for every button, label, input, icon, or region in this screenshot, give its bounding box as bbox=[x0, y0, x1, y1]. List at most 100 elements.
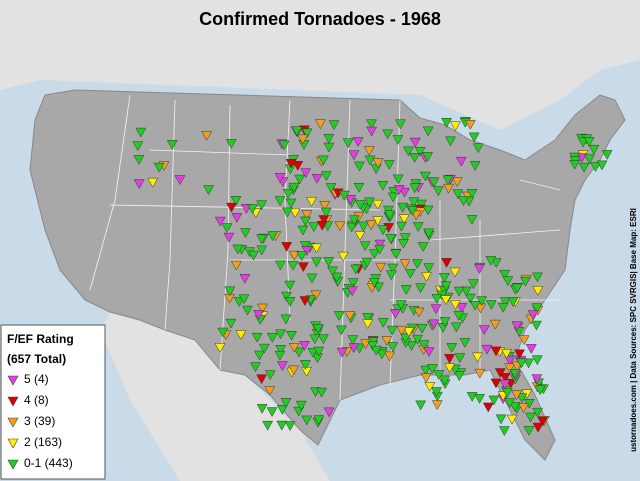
tornado-marker bbox=[537, 416, 549, 427]
tornado-marker bbox=[347, 335, 359, 346]
tornado-marker bbox=[354, 231, 366, 241]
tornado-marker bbox=[490, 346, 502, 357]
tornado-marker bbox=[328, 120, 340, 131]
tornado-marker bbox=[509, 402, 521, 412]
tornado-marker bbox=[323, 257, 335, 267]
tornado-marker bbox=[299, 296, 311, 307]
tornado-marker bbox=[495, 414, 507, 425]
tornado-marker bbox=[387, 342, 399, 352]
tornado-marker bbox=[494, 368, 506, 379]
tornado-marker bbox=[258, 343, 270, 354]
tornado-marker bbox=[266, 332, 278, 343]
tornado-marker bbox=[214, 343, 226, 353]
tornado-marker bbox=[584, 154, 595, 165]
tornado-marker bbox=[314, 119, 326, 130]
tornado-marker bbox=[596, 160, 608, 171]
tornado-marker bbox=[532, 286, 544, 296]
tornado-marker bbox=[399, 259, 411, 270]
tornado-marker bbox=[277, 361, 288, 372]
tornado-marker bbox=[365, 220, 377, 231]
tornado-marker bbox=[399, 233, 411, 244]
tornado-marker bbox=[514, 349, 525, 360]
tornado-marker bbox=[482, 402, 494, 413]
tornado-marker bbox=[250, 362, 261, 373]
tornado-marker bbox=[316, 387, 328, 398]
tornado-marker bbox=[501, 387, 513, 398]
tornado-marker bbox=[201, 130, 213, 141]
tornado-marker bbox=[248, 250, 259, 261]
tornado-marker bbox=[300, 216, 311, 227]
tornado-marker bbox=[397, 202, 409, 213]
tornado-marker bbox=[367, 341, 379, 351]
tornado-marker bbox=[440, 281, 452, 292]
tornado-marker bbox=[300, 168, 312, 179]
tornado-marker bbox=[337, 251, 349, 262]
tornado-marker bbox=[426, 364, 438, 374]
tornado-marker bbox=[366, 126, 378, 137]
tornado-marker bbox=[344, 311, 356, 321]
tornado-marker bbox=[488, 395, 500, 406]
tornado-marker bbox=[466, 189, 478, 199]
tornado-marker bbox=[370, 345, 382, 356]
tornado-marker bbox=[374, 239, 386, 250]
tornado-marker bbox=[325, 183, 337, 194]
tornado-marker bbox=[267, 231, 279, 242]
tornado-marker bbox=[506, 414, 518, 425]
tornado-marker bbox=[133, 155, 145, 165]
tornado-marker bbox=[498, 426, 510, 437]
tornado-marker bbox=[352, 137, 364, 148]
tornado-marker bbox=[452, 189, 464, 200]
tornado-marker bbox=[281, 242, 293, 252]
legend-items: 5 (4) 4 (8) 3 (39) 2 (163) 0-1 (443) bbox=[7, 372, 73, 470]
tornado-marker bbox=[532, 272, 543, 283]
tornado-marker bbox=[527, 310, 539, 321]
tornado-marker bbox=[308, 222, 320, 233]
tornado-marker bbox=[518, 403, 530, 414]
tornado-marker bbox=[274, 196, 286, 207]
tornado-marker bbox=[242, 305, 253, 316]
legend-label: 5 (4) bbox=[24, 372, 49, 386]
tornado-marker bbox=[532, 407, 544, 418]
tornado-marker bbox=[469, 161, 481, 171]
tornado-marker bbox=[240, 228, 251, 238]
tornado-marker bbox=[362, 319, 374, 329]
tornado-marker bbox=[353, 161, 365, 172]
tornado-marker bbox=[583, 137, 595, 147]
tornado-marker bbox=[398, 214, 410, 225]
tornado-marker bbox=[419, 171, 431, 182]
tornado-marker bbox=[392, 135, 404, 145]
tornado-marker bbox=[472, 143, 484, 154]
tornado-marker bbox=[368, 249, 380, 260]
tornado-marker bbox=[293, 347, 305, 358]
tornado-marker bbox=[345, 194, 356, 205]
tornado-marker bbox=[384, 210, 395, 221]
tornado-marker bbox=[285, 158, 297, 169]
tornado-marker bbox=[350, 264, 362, 275]
tornado-marker bbox=[311, 257, 322, 268]
tornado-marker bbox=[256, 245, 268, 256]
tornado-marker bbox=[377, 225, 389, 236]
tornado-marker bbox=[383, 160, 395, 170]
tornado-marker bbox=[398, 239, 409, 249]
tornado-marker bbox=[348, 215, 360, 226]
tornado-marker bbox=[387, 192, 399, 203]
tornado-marker bbox=[453, 371, 465, 382]
legend-marker bbox=[7, 438, 19, 449]
tornado-marker bbox=[499, 379, 511, 390]
tornado-marker bbox=[377, 317, 389, 328]
tornado-marker bbox=[364, 155, 376, 166]
tornado-marker bbox=[363, 146, 375, 156]
tornado-marker bbox=[464, 119, 476, 130]
tornado-marker bbox=[421, 272, 432, 282]
tornado-marker bbox=[135, 127, 147, 138]
tornado-marker bbox=[428, 177, 440, 188]
tornado-marker bbox=[299, 341, 310, 351]
tornado-marker bbox=[446, 343, 458, 353]
legend-marker bbox=[7, 396, 19, 407]
tornado-marker bbox=[490, 378, 502, 389]
tornado-marker bbox=[424, 382, 436, 392]
tornado-marker bbox=[278, 140, 290, 151]
tornado-marker bbox=[502, 276, 514, 287]
tornado-marker bbox=[440, 295, 452, 306]
title: Confirmed Tornadoes - 1968 bbox=[199, 9, 441, 29]
